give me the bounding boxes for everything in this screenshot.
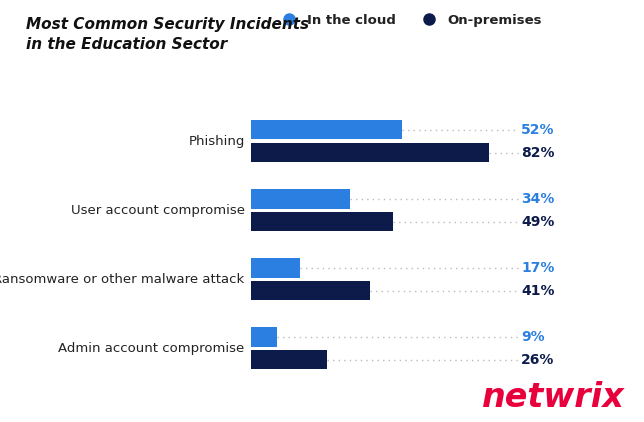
- Text: User account compromise: User account compromise: [71, 204, 245, 217]
- Text: 52%: 52%: [521, 123, 554, 137]
- Text: 82%: 82%: [521, 146, 554, 160]
- Bar: [251, 189, 350, 208]
- Text: netwrix: netwrix: [482, 381, 625, 414]
- Bar: [251, 281, 370, 300]
- Text: 9%: 9%: [521, 330, 545, 344]
- Text: Most Common Security Incidents
in the Education Sector: Most Common Security Incidents in the Ed…: [26, 17, 309, 51]
- Text: Phishing: Phishing: [188, 135, 245, 148]
- Bar: [251, 143, 489, 162]
- Bar: [251, 212, 393, 231]
- Bar: [251, 327, 277, 346]
- Text: Ransomware or other malware attack: Ransomware or other malware attack: [0, 273, 245, 286]
- Text: 41%: 41%: [521, 284, 554, 298]
- Text: 26%: 26%: [521, 353, 554, 367]
- Text: Admin account compromise: Admin account compromise: [59, 342, 245, 355]
- Legend: In the cloud, On-premises: In the cloud, On-premises: [270, 8, 547, 32]
- Text: 34%: 34%: [521, 192, 554, 206]
- Bar: [251, 258, 300, 278]
- Bar: [251, 120, 402, 139]
- Text: 49%: 49%: [521, 215, 554, 229]
- Bar: [251, 350, 327, 369]
- Text: 17%: 17%: [521, 261, 554, 275]
